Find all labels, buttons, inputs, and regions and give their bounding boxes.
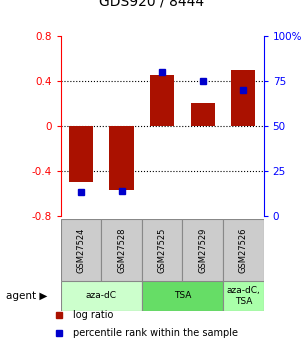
Bar [223,219,264,281]
Text: aza-dC: aza-dC [86,291,117,300]
Bar [191,104,215,126]
Text: percentile rank within the sample: percentile rank within the sample [73,328,238,338]
Bar [101,219,142,281]
Text: TSA: TSA [174,291,191,300]
Text: GSM27525: GSM27525 [158,227,167,273]
Bar [109,126,134,190]
Text: GSM27526: GSM27526 [239,227,248,273]
Text: GDS920 / 8444: GDS920 / 8444 [99,0,204,8]
Bar [142,281,223,310]
Text: GSM27529: GSM27529 [198,227,207,273]
Bar [142,219,182,281]
Bar [182,219,223,281]
Text: GSM27524: GSM27524 [76,227,85,273]
Text: aza-dC,
TSA: aza-dC, TSA [226,286,260,306]
Text: log ratio: log ratio [73,310,114,320]
Text: agent ▶: agent ▶ [6,291,48,301]
Bar [69,126,93,182]
Bar [61,281,142,310]
Bar [223,281,264,310]
Bar [150,76,174,126]
Text: GSM27528: GSM27528 [117,227,126,273]
Bar [231,70,255,126]
Bar [61,219,101,281]
